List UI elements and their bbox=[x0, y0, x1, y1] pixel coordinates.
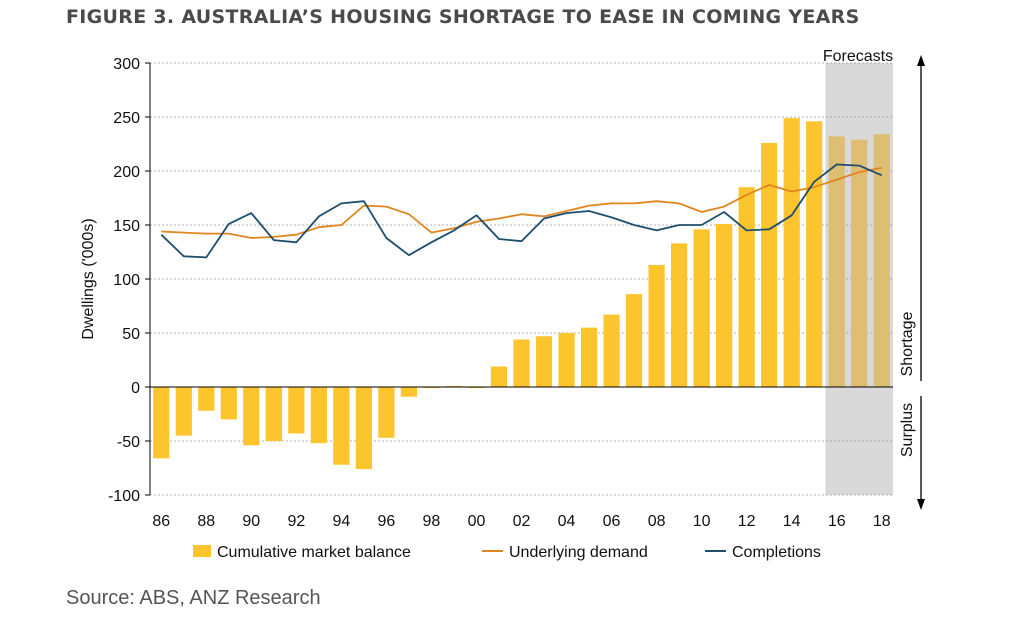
bar bbox=[378, 387, 395, 438]
bar bbox=[355, 387, 372, 470]
bar bbox=[198, 387, 215, 411]
bar bbox=[851, 139, 868, 387]
bar bbox=[806, 121, 823, 387]
legend-label-cumulative-market-balance: Cumulative market balance bbox=[217, 544, 411, 561]
x-tick-label: 16 bbox=[828, 513, 846, 530]
y-tick-label: 0 bbox=[131, 380, 140, 397]
y-axis-title: Dwellings ('000s) bbox=[80, 218, 97, 339]
y-tick-label: 150 bbox=[113, 218, 140, 235]
x-tick-label: 06 bbox=[603, 513, 621, 530]
x-tick-label: 08 bbox=[648, 513, 666, 530]
x-tick-label: 94 bbox=[332, 513, 350, 530]
bar bbox=[648, 264, 665, 387]
bar bbox=[693, 229, 710, 387]
legend-label-underlying-demand: Underlying demand bbox=[509, 544, 648, 561]
surplus-arrowhead bbox=[917, 499, 925, 510]
side-annotations: Shortage Surplus bbox=[899, 55, 925, 510]
x-tick-label: 98 bbox=[423, 513, 441, 530]
bar bbox=[761, 142, 778, 387]
bars bbox=[153, 118, 890, 470]
bar bbox=[513, 339, 530, 387]
x-tick-label: 02 bbox=[513, 513, 531, 530]
bar bbox=[716, 223, 733, 387]
bar bbox=[535, 336, 553, 387]
x-tick-label: 96 bbox=[378, 513, 396, 530]
shortage-label: Shortage bbox=[899, 311, 916, 376]
bar bbox=[558, 333, 575, 387]
y-tick-label: 200 bbox=[113, 164, 140, 181]
axes: 300 250 200 150 100 50 0 -50 -100 86 88 90 92 94 96 98 0… bbox=[108, 56, 893, 530]
bar bbox=[490, 366, 508, 387]
legend: Cumulative market balance Underlying dema… bbox=[193, 544, 821, 561]
gridlines bbox=[150, 62, 893, 496]
bar bbox=[243, 387, 260, 446]
y-tick-label: 100 bbox=[113, 272, 140, 289]
surplus-label: Surplus bbox=[899, 403, 916, 457]
series-lines bbox=[160, 163, 883, 259]
x-tick-label: 04 bbox=[558, 513, 576, 530]
x-tick-label: 12 bbox=[738, 513, 756, 530]
legend-swatch-cumulative-market-balance bbox=[193, 545, 211, 557]
bar bbox=[220, 387, 237, 420]
bar bbox=[400, 387, 418, 397]
bar bbox=[153, 387, 170, 459]
bar bbox=[783, 118, 800, 387]
x-tick-label: 86 bbox=[152, 513, 170, 530]
bar bbox=[468, 387, 485, 389]
underlying-demand-line bbox=[161, 166, 882, 239]
bar bbox=[671, 243, 688, 387]
bar bbox=[175, 387, 192, 436]
shortage-arrowhead bbox=[917, 55, 925, 66]
bar bbox=[580, 327, 598, 387]
x-tick-label: 10 bbox=[693, 513, 711, 530]
x-tick-label: 00 bbox=[468, 513, 486, 530]
bar bbox=[445, 385, 463, 387]
x-tick-label: 90 bbox=[242, 513, 260, 530]
source-note: Source: ABS, ANZ Research bbox=[66, 587, 321, 609]
bar bbox=[265, 387, 282, 441]
bar bbox=[333, 387, 350, 465]
y-tick-label: 300 bbox=[113, 56, 140, 73]
legend-label-completions: Completions bbox=[732, 544, 821, 561]
bar bbox=[423, 387, 440, 389]
x-tick-label: 88 bbox=[197, 513, 215, 530]
x-tick-label: 92 bbox=[287, 513, 305, 530]
bar bbox=[288, 387, 305, 434]
y-tick-label: -50 bbox=[117, 434, 140, 451]
forecast-label: Forecasts bbox=[823, 48, 893, 65]
completions-line bbox=[160, 163, 883, 259]
bar bbox=[625, 294, 643, 387]
x-tick-label: 18 bbox=[873, 513, 891, 530]
bar bbox=[738, 187, 755, 387]
bar bbox=[603, 314, 620, 387]
bar bbox=[873, 134, 890, 387]
y-tick-label: 250 bbox=[113, 110, 140, 127]
chart-title: FIGURE 3. AUSTRALIA’S HOUSING SHORTAGE T… bbox=[66, 6, 860, 28]
bar bbox=[828, 136, 845, 387]
y-tick-label: -100 bbox=[108, 488, 140, 505]
x-tick-label: 14 bbox=[783, 513, 801, 530]
bar bbox=[310, 387, 327, 444]
y-tick-label: 50 bbox=[122, 326, 140, 343]
